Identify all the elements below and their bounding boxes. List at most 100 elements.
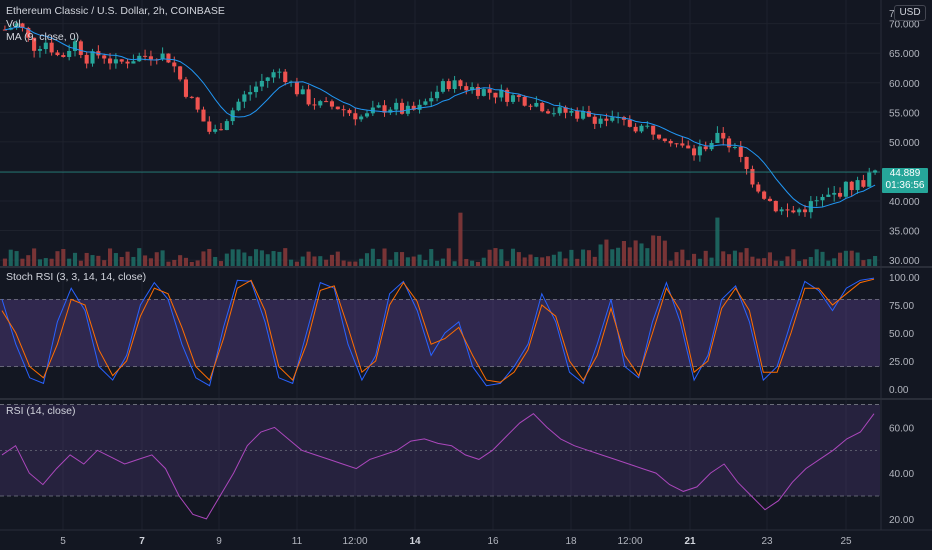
candle-body	[814, 200, 819, 202]
candle-body	[259, 80, 264, 87]
volume-bar	[61, 249, 66, 266]
volume-bar	[195, 260, 200, 266]
currency-button[interactable]: USD	[894, 5, 926, 21]
volume-bar	[411, 256, 416, 266]
volume-bar	[294, 261, 299, 266]
candle-body	[826, 194, 831, 197]
candle-body	[756, 184, 761, 192]
volume-bar	[359, 258, 364, 266]
candle-body	[691, 148, 697, 156]
candle-body	[335, 106, 340, 110]
candle-body	[505, 89, 510, 102]
volume-bar	[557, 251, 562, 266]
candle-body	[312, 104, 317, 106]
volume-bar	[575, 258, 580, 266]
volume-bar	[429, 249, 434, 266]
candle-body	[493, 92, 498, 98]
candle-body	[440, 81, 445, 92]
volume-bar	[843, 250, 848, 266]
y-tick-label: 7	[889, 9, 895, 20]
candle-body	[148, 56, 153, 60]
candle-body	[394, 102, 399, 110]
volume-bar	[405, 257, 410, 266]
candle-body	[575, 110, 580, 119]
candle-body	[779, 209, 784, 212]
y-tick-label: 50.00	[889, 329, 914, 340]
volume-bar	[645, 248, 650, 266]
candle-body	[55, 52, 60, 56]
candle-body	[867, 172, 872, 187]
volume-bar	[224, 253, 229, 266]
y-tick-label: 35.000	[889, 227, 920, 238]
volume-bar	[727, 254, 732, 266]
candle-body	[470, 87, 475, 91]
candle-body	[592, 116, 597, 124]
candle-body	[697, 146, 702, 156]
volume-bar	[604, 239, 609, 266]
candle-body	[598, 118, 603, 124]
candle-body	[686, 145, 691, 149]
volume-bar	[540, 257, 545, 266]
volume-bar	[686, 260, 691, 266]
volume-bar	[277, 251, 282, 266]
candle-body	[452, 80, 457, 89]
candle-body	[376, 105, 381, 108]
volume-bar	[96, 255, 101, 266]
candle-body	[388, 109, 393, 113]
candle-body	[639, 125, 644, 132]
candle-body	[43, 42, 48, 50]
candle-body	[703, 146, 708, 150]
volume-bar	[464, 258, 469, 266]
candle-body	[160, 53, 165, 60]
candle-body	[843, 181, 848, 197]
volume-bar	[820, 251, 825, 266]
volume-bar	[616, 247, 621, 266]
volume-bar	[347, 261, 352, 266]
volume-bar	[586, 250, 591, 266]
candle-body	[411, 105, 416, 110]
volume-bar	[762, 258, 767, 266]
candle-body	[487, 89, 492, 93]
candle-body	[668, 140, 673, 144]
y-tick-label: 20.00	[889, 515, 914, 526]
volume-bar	[832, 258, 837, 266]
candle-body	[189, 96, 194, 98]
candle-body	[674, 143, 679, 145]
volume-bar	[154, 252, 159, 266]
candle-body	[382, 105, 387, 113]
y-tick-label: 55.000	[889, 108, 920, 119]
volume-bar	[265, 254, 270, 266]
candle-body	[324, 101, 329, 103]
volume-bar	[107, 248, 113, 266]
candle-body	[14, 23, 19, 28]
candle-body	[581, 111, 586, 119]
candle-body	[32, 37, 37, 51]
candle-body	[732, 146, 737, 148]
candle-body	[563, 107, 568, 113]
candle-body	[785, 209, 790, 211]
volume-bar	[2, 258, 7, 266]
volume-bar	[826, 260, 831, 266]
volume-bar	[709, 257, 714, 266]
candle-body	[166, 53, 171, 63]
volume-bar	[773, 260, 778, 266]
volume-bar	[201, 251, 206, 266]
volume-bar	[639, 243, 644, 266]
volume-bar	[662, 240, 667, 266]
volume-bar	[721, 251, 726, 266]
volume-bar	[732, 250, 737, 266]
candle-body	[423, 101, 428, 105]
volume-bar	[300, 256, 305, 266]
volume-bar	[598, 244, 603, 266]
candle-body	[248, 92, 253, 95]
volume-bar	[84, 252, 89, 266]
volume-bar	[446, 248, 451, 266]
ma-line	[4, 26, 876, 209]
volume-bar	[756, 258, 761, 266]
ma-legend: MA (9, close, 0)	[6, 31, 79, 43]
x-axis: 5 7 9 11 12:00 14 16 18 12:00 21 23 25	[60, 536, 852, 547]
volume-bar	[674, 252, 679, 266]
candle-body	[522, 96, 527, 106]
candle-body	[347, 110, 352, 114]
x-tick-label: 16	[487, 536, 499, 547]
